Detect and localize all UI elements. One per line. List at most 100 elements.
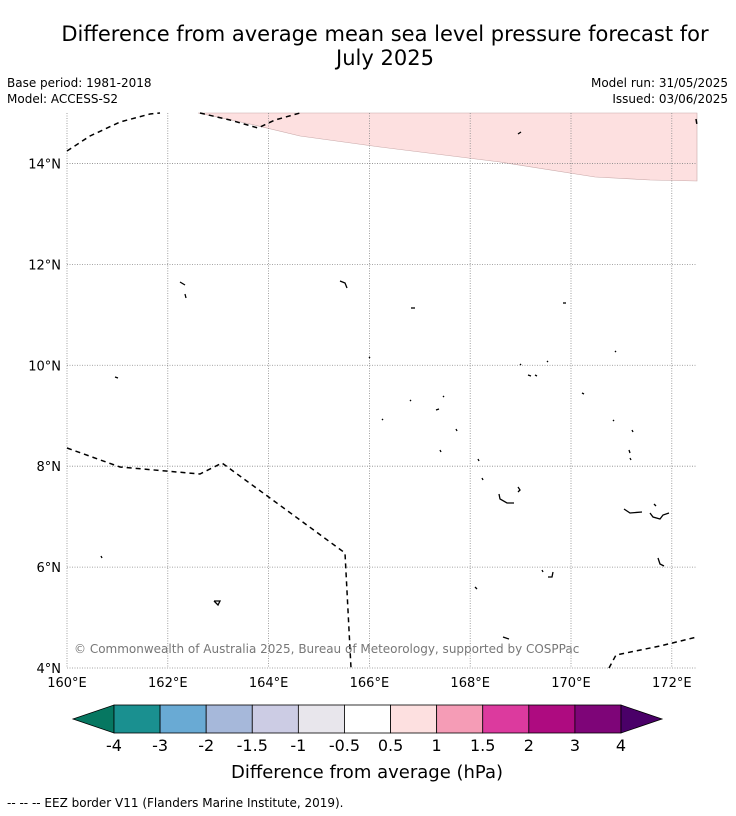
island — [612, 419, 615, 422]
island — [649, 512, 670, 520]
island — [653, 503, 657, 507]
colorbar-swatch — [205, 704, 253, 734]
island — [477, 458, 480, 462]
island — [409, 399, 412, 402]
meta-left: Base period: 1981-2018 Model: ACCESS-S2 — [7, 75, 152, 107]
model-name: Model: ACCESS-S2 — [7, 92, 119, 106]
island — [184, 293, 187, 299]
longitude-labels: 160°E 162°E 164°E 166°E 168°E 170°E 172°E — [47, 676, 691, 691]
colorbar-tick-label: 1 — [432, 736, 442, 755]
island — [548, 571, 554, 578]
island — [502, 636, 510, 640]
colorbar-tick-label: 2 — [524, 736, 534, 755]
title-line-2: July 2025 — [336, 46, 434, 70]
islands — [100, 131, 670, 640]
island — [541, 569, 544, 573]
colorbar-under-arrow — [71, 704, 115, 734]
eez-border-southeast — [608, 636, 698, 669]
colorbar-labels: -4 -3 -2 -1.5 -1 -0.5 0.5 1 1.5 2 3 4 — [106, 736, 626, 755]
island — [339, 280, 348, 289]
eez-border-north-2 — [199, 112, 301, 129]
colorbar-swatch — [390, 704, 438, 734]
colorbar-tick-label: 4 — [616, 736, 626, 755]
island — [455, 428, 458, 432]
meta-right: Model run: 31/05/2025 Issued: 03/06/2025 — [591, 75, 728, 107]
lat-tick-label: 4°N — [37, 662, 62, 677]
island — [519, 363, 522, 366]
island — [527, 374, 538, 377]
island — [439, 449, 442, 453]
colorbar-tick-label: 3 — [570, 736, 580, 755]
latitude-labels: 4°N 6°N 8°N 10°N 12°N 14°N — [28, 157, 61, 677]
island — [517, 131, 522, 135]
colorbar-tick-label: 0.5 — [378, 736, 403, 755]
gridlines — [66, 113, 697, 669]
lat-tick-label: 8°N — [37, 460, 62, 475]
colorbar-tick-label: -0.5 — [329, 736, 360, 755]
island — [628, 449, 632, 461]
island — [546, 360, 549, 363]
island — [435, 408, 440, 411]
lon-tick-label: 164°E — [249, 676, 289, 691]
colorbar-tick-label: -4 — [106, 736, 122, 755]
lat-tick-label: 12°N — [28, 258, 61, 273]
lon-tick-label: 166°E — [350, 676, 390, 691]
lat-tick-label: 14°N — [28, 157, 61, 172]
eez-footnote: -- -- -- EEZ border V11 (Flanders Marine… — [7, 796, 344, 810]
issued-date: Issued: 03/06/2025 — [612, 92, 728, 106]
forecast-map: © Commonwealth of Australia 2025, Bureau… — [28, 112, 698, 783]
island — [498, 493, 514, 504]
model-run: Model run: 31/05/2025 — [590, 76, 728, 90]
colorbar-swatch — [528, 704, 576, 734]
colorbar-tick-label: -2 — [198, 736, 214, 755]
eez-border-north — [66, 112, 161, 152]
colorbar-swatch — [297, 704, 345, 734]
anomaly-region — [197, 112, 698, 182]
island — [114, 376, 119, 379]
lon-tick-label: 170°E — [551, 676, 591, 691]
colorbar-tick-label: -1 — [290, 736, 306, 755]
island — [481, 477, 484, 481]
island — [657, 557, 665, 567]
lat-tick-label: 6°N — [37, 561, 62, 576]
map-frame — [67, 113, 697, 668]
lon-tick-label: 172°E — [652, 676, 692, 691]
colorbar-swatch — [344, 704, 391, 734]
island — [474, 586, 478, 590]
colorbar-swatch — [574, 704, 622, 734]
colorbar-tick-label: -3 — [152, 736, 168, 755]
colorbar-tick-label: 1.5 — [470, 736, 495, 755]
copyright-notice: © Commonwealth of Australia 2025, Bureau… — [74, 642, 579, 656]
lon-tick-label: 168°E — [450, 676, 490, 691]
colorbar-title: Difference from average (hPa) — [231, 762, 503, 783]
eez-borders — [66, 112, 698, 669]
lat-tick-label: 10°N — [28, 359, 61, 374]
eez-border-west — [66, 447, 352, 669]
lon-tick-label: 162°E — [148, 676, 188, 691]
island — [517, 486, 521, 493]
colorbar — [71, 704, 664, 734]
lon-tick-label: 160°E — [47, 676, 87, 691]
colorbar-swatch — [159, 704, 207, 734]
map-panel: © Commonwealth of Australia 2025, Bureau… — [66, 112, 698, 669]
eez-border-ne-tick — [695, 118, 698, 126]
island — [631, 429, 634, 433]
map-title: Difference from average mean sea level p… — [40, 22, 730, 70]
island — [368, 356, 371, 359]
island — [581, 392, 585, 395]
colorbar-swatch — [482, 704, 530, 734]
colorbar-tick-label: -1.5 — [237, 736, 268, 755]
island — [179, 281, 186, 286]
island — [614, 350, 617, 353]
colorbar-swatch — [436, 704, 484, 734]
island — [442, 395, 445, 398]
island — [381, 418, 384, 421]
title-line-1: Difference from average mean sea level p… — [61, 22, 709, 46]
island — [100, 555, 103, 559]
colorbar-over-arrow — [620, 704, 664, 734]
base-period: Base period: 1981-2018 — [7, 76, 152, 90]
island — [213, 600, 222, 607]
colorbar-swatch — [113, 704, 161, 734]
island — [623, 508, 643, 514]
colorbar-swatch — [251, 704, 299, 734]
